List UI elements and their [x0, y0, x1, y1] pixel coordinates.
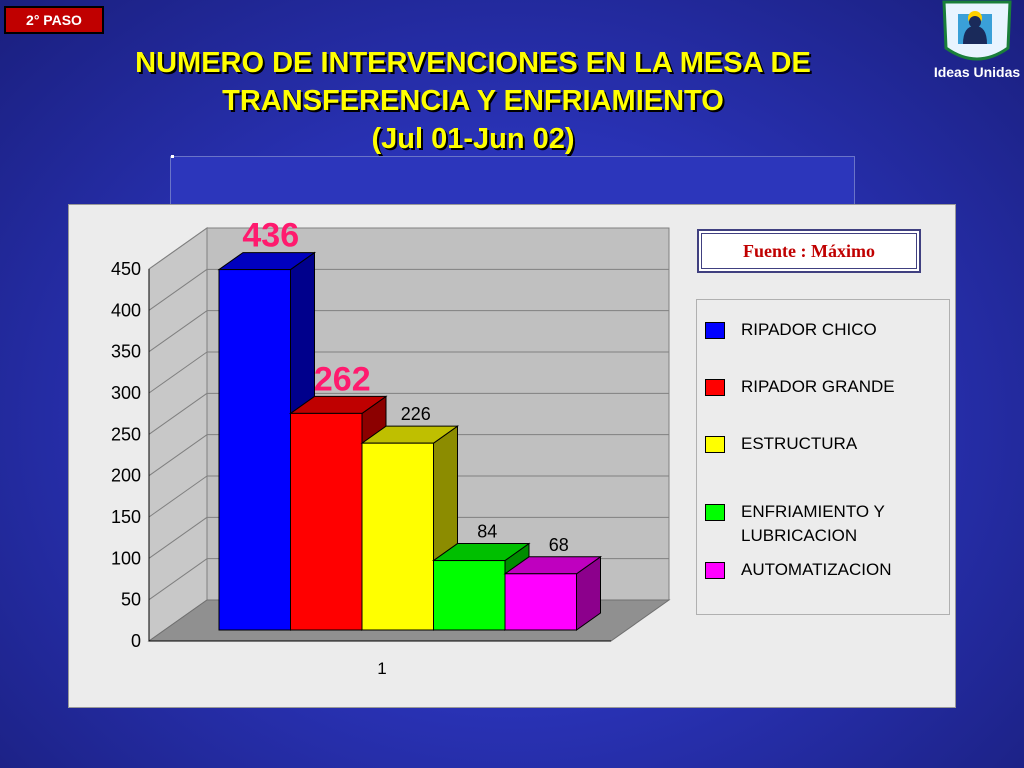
data-label: 84: [477, 522, 497, 542]
stray-dot: [171, 155, 174, 158]
gridline-side: [148, 516, 208, 559]
legend-item: RIPADOR CHICO: [705, 320, 941, 342]
chart-panel: 0 50 100 150 200 250 300 350 400 450 1 436 262 226 84 6…: [68, 204, 956, 708]
gridline-side: [148, 310, 208, 353]
chart-title: NUMERO DE INTERVENCIONES EN LA MESA DE T…: [0, 44, 946, 158]
x-tick-label: 1: [377, 659, 386, 678]
gridline-side: [148, 268, 208, 311]
data-label: 436: [242, 217, 299, 255]
step-badge: 2° PASO: [4, 6, 104, 34]
legend-label: RIPADOR GRANDE: [741, 377, 895, 396]
data-label: 68: [549, 535, 569, 555]
legend-swatch: [705, 436, 725, 453]
y-tick-label: 400: [111, 300, 141, 320]
legend-label: AUTOMATIZACION: [741, 560, 892, 579]
gridline-side: [148, 434, 208, 477]
y-tick-label: 250: [111, 424, 141, 444]
data-label: 226: [401, 404, 431, 424]
bar: [290, 412, 363, 631]
gridline-side: [148, 227, 208, 270]
legend-item: ENFRIAMIENTO Y LUBRICACION: [705, 502, 931, 548]
y-tick-label: 50: [121, 590, 141, 610]
legend-item: RIPADOR GRANDE: [705, 377, 941, 399]
title-line-2: TRANSFERENCIA Y ENFRIAMIENTO: [222, 85, 724, 117]
bar: [218, 269, 291, 631]
legend-item: AUTOMATIZACION: [705, 560, 941, 582]
title-line-1: NUMERO DE INTERVENCIONES EN LA MESA DE: [135, 47, 811, 79]
placeholder-frame: [170, 156, 855, 205]
bar-chart: 0 50 100 150 200 250 300 350 400 450 1 436 262 226 84 6…: [111, 217, 671, 678]
bar: [504, 573, 577, 631]
legend-label: ESTRUCTURA: [741, 434, 858, 453]
gridline-side: [148, 392, 208, 435]
legend-swatch: [705, 562, 725, 579]
gridline-side: [148, 558, 208, 601]
y-tick-label: 150: [111, 507, 141, 527]
bar: [361, 442, 434, 631]
legend-label: ENFRIAMIENTO Y LUBRICACION: [741, 502, 885, 545]
gridline-side: [148, 351, 208, 394]
legend-swatch: [705, 322, 725, 339]
y-tick-label: 300: [111, 383, 141, 403]
gridline-side: [148, 475, 208, 518]
source-box: Fuente : Máximo: [697, 229, 921, 273]
legend-item: ESTRUCTURA: [705, 434, 941, 456]
legend-label: RIPADOR CHICO: [741, 320, 877, 339]
ideas-unidas-logo-icon: [942, 0, 1012, 61]
bar: [433, 560, 506, 631]
y-tick-label: 200: [111, 466, 141, 486]
y-tick-label: 0: [131, 631, 141, 651]
y-tick-label: 450: [111, 259, 141, 279]
legend-swatch: [705, 504, 725, 521]
logo-text: Ideas Unidas: [933, 64, 1021, 80]
data-label: 262: [314, 360, 371, 398]
y-tick-label: 100: [111, 548, 141, 568]
y-tick-label: 350: [111, 342, 141, 362]
logo: Ideas Unidas: [930, 0, 1024, 86]
legend: RIPADOR CHICO RIPADOR GRANDE ESTRUCTURA …: [696, 299, 950, 615]
legend-swatch: [705, 379, 725, 396]
title-line-3: (Jul 01-Jun 02): [371, 123, 575, 155]
